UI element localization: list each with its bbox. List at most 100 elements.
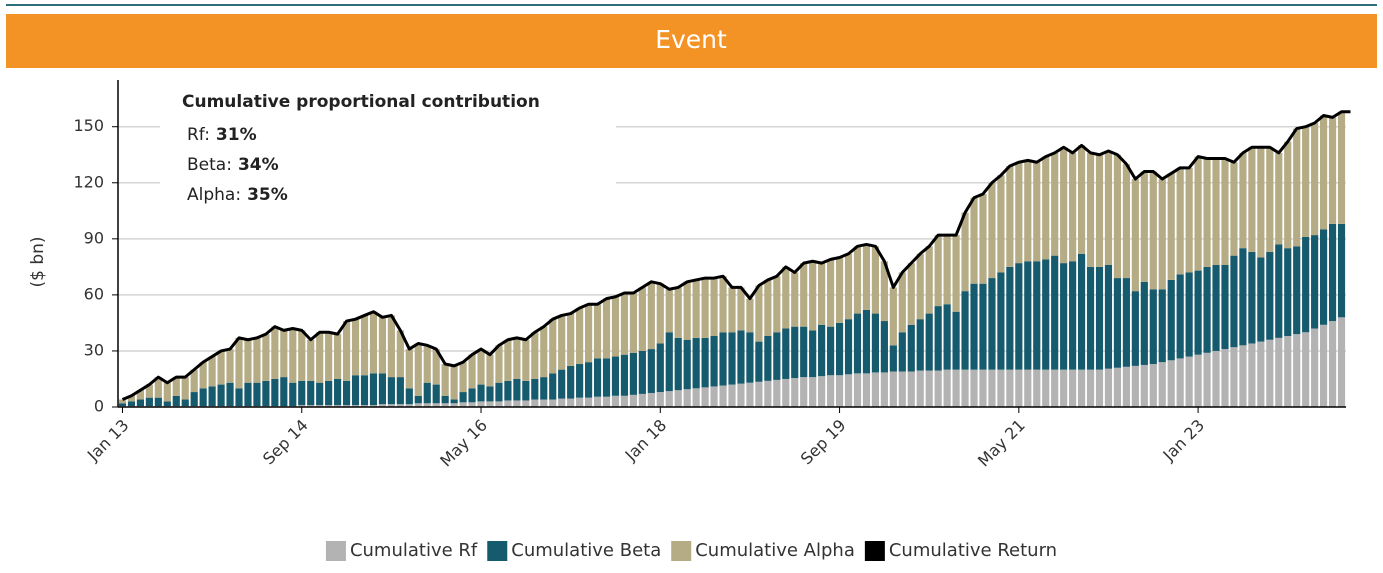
bar-segment xyxy=(1149,289,1157,365)
bar-segment xyxy=(1248,343,1256,407)
bar-segment xyxy=(136,390,144,400)
bar-segment xyxy=(827,259,835,327)
bar-segment xyxy=(782,378,790,407)
bar-segment xyxy=(540,377,548,400)
bar-segment xyxy=(934,306,942,371)
bar-segment xyxy=(916,253,924,320)
bar-segment xyxy=(504,339,512,381)
bar-segment xyxy=(1158,179,1166,290)
bar-segment xyxy=(683,339,691,390)
bar-segment xyxy=(728,287,736,333)
bar-segment xyxy=(1033,369,1041,407)
bar-segment xyxy=(1293,128,1301,247)
bar-segment xyxy=(540,399,548,407)
x-tick-label: May 16 xyxy=(436,416,491,471)
bar-segment xyxy=(1302,126,1310,237)
bar-segment xyxy=(1060,369,1068,407)
bar-segment xyxy=(997,272,1005,370)
x-tick-label: Sep 19 xyxy=(797,416,850,469)
bar-segment xyxy=(871,246,880,314)
bar-segment xyxy=(558,315,566,370)
bar-segment xyxy=(862,309,871,374)
bar-segment xyxy=(1060,263,1068,370)
bar-segment xyxy=(961,212,969,292)
bar-segment xyxy=(1149,364,1157,407)
bar-segment xyxy=(1275,244,1283,338)
bar-segment xyxy=(1095,266,1104,370)
bar-segment xyxy=(154,397,162,407)
bar-segment xyxy=(701,337,709,388)
bar-segment xyxy=(1257,341,1265,407)
bar-segment xyxy=(1077,253,1086,370)
bar-segment xyxy=(145,384,153,398)
bar-segment xyxy=(862,244,871,310)
bar-segment xyxy=(755,381,763,407)
bar-segment xyxy=(1239,345,1247,407)
bar-segment xyxy=(871,313,880,373)
bar-segment xyxy=(1230,347,1238,407)
bar-segment xyxy=(316,332,324,383)
bar-segment xyxy=(755,341,763,382)
bar-segment xyxy=(298,405,306,407)
bar-segment xyxy=(988,369,996,407)
bar-segment xyxy=(728,332,736,385)
bar-segment xyxy=(791,272,799,327)
bar-segment xyxy=(414,395,422,404)
bar-segment xyxy=(1328,321,1337,407)
bar-segment xyxy=(818,324,826,377)
y-tick-label: 60 xyxy=(84,284,104,303)
bar-segment xyxy=(755,285,763,342)
bar-segment xyxy=(1257,257,1265,342)
bar-segment xyxy=(522,380,530,401)
bar-segment xyxy=(1167,173,1175,280)
bar-segment xyxy=(226,382,234,407)
bar-segment xyxy=(782,266,790,329)
bar-segment xyxy=(163,401,171,407)
bar-segment xyxy=(1248,147,1256,252)
bar-segment xyxy=(1158,362,1166,407)
bar-segment xyxy=(181,399,189,407)
bar-segment xyxy=(1113,154,1122,279)
bar-segment xyxy=(477,349,485,385)
bar-segment xyxy=(593,304,602,359)
bar-segment xyxy=(199,388,207,407)
bar-segment xyxy=(235,388,243,407)
bar-segment xyxy=(1069,261,1077,370)
bar-segment xyxy=(916,370,924,407)
bar-segment xyxy=(549,399,557,407)
bar-segment xyxy=(576,307,584,365)
bar-segment xyxy=(378,373,387,405)
bar-segment xyxy=(898,332,906,372)
bar-segment xyxy=(880,372,888,407)
bar-segment xyxy=(1140,281,1148,365)
bar-segment xyxy=(1006,266,1014,370)
bar-segment xyxy=(378,404,387,407)
bar-segment xyxy=(316,405,324,407)
bar-segment xyxy=(360,315,369,376)
bar-segment xyxy=(1230,255,1238,348)
bar-segment xyxy=(1328,117,1337,224)
bar-segment xyxy=(934,370,942,407)
bar-segment xyxy=(1006,165,1014,267)
bar-segment xyxy=(1239,248,1247,346)
bar-segment xyxy=(280,330,288,378)
bar-segment xyxy=(1320,115,1328,230)
bar-segment xyxy=(1284,335,1292,407)
bar-segment xyxy=(674,287,682,338)
bar-segment xyxy=(800,377,808,407)
bar-segment xyxy=(351,375,360,406)
y-axis-label: ($ bn) xyxy=(28,236,48,287)
bar-segment xyxy=(961,369,969,407)
bar-segment xyxy=(1230,162,1238,256)
bar-segment xyxy=(961,291,969,370)
bar-segment xyxy=(567,398,575,407)
bar-segment xyxy=(710,335,718,387)
bar-segment xyxy=(1194,270,1202,355)
bar-segment xyxy=(1185,272,1193,357)
bar-segment xyxy=(593,396,602,407)
bar-segment xyxy=(513,337,521,379)
bar-segment xyxy=(1320,229,1328,325)
bar-segment xyxy=(1221,349,1229,407)
annotation: Cumulative proportional contribution Rf:… xyxy=(160,86,616,212)
bar-segment xyxy=(396,377,404,405)
